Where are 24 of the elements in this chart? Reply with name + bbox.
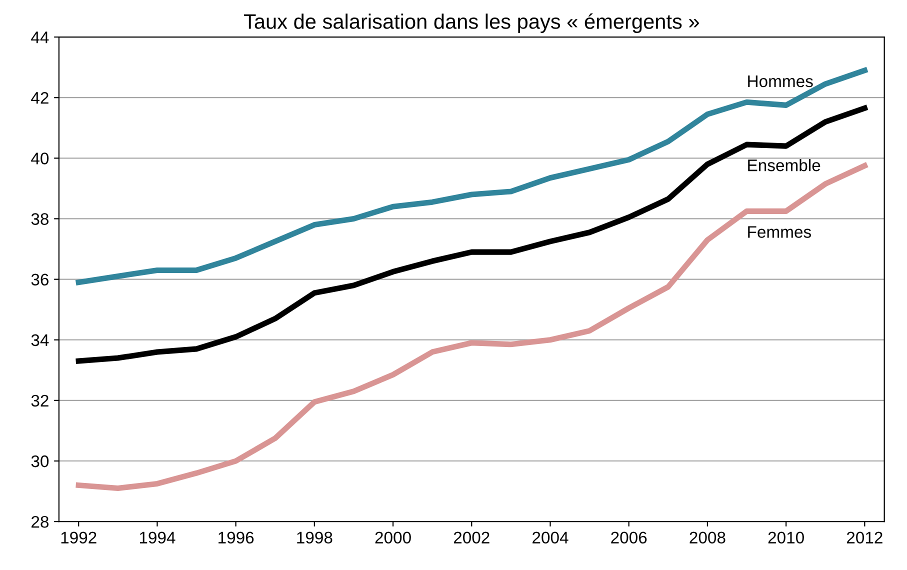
x-tick-label: 2012 xyxy=(846,532,882,544)
x-tick-label: 2000 xyxy=(375,532,411,544)
y-tick-label: 34 xyxy=(31,334,49,346)
chart-title: Taux de salarisation dans les pays « émergents » xyxy=(244,13,699,34)
x-tick-label: 2008 xyxy=(690,532,726,544)
y-tick-label: 38 xyxy=(31,213,49,225)
y-tick-label: 44 xyxy=(31,32,49,44)
y-tick-label: 42 xyxy=(31,92,48,104)
series-label: Femmes xyxy=(748,226,811,238)
x-tick-label: 2002 xyxy=(454,532,490,544)
y-tick-label: 32 xyxy=(31,394,48,407)
x-tick-label: 1996 xyxy=(218,532,254,544)
x-tick-label: 1998 xyxy=(297,532,332,544)
y-tick-label: 28 xyxy=(32,516,49,528)
x-tick-label: 1992 xyxy=(61,532,96,544)
series-label: Hommes xyxy=(748,76,813,88)
x-tick-label: 1994 xyxy=(140,532,176,544)
y-tick-label: 30 xyxy=(31,455,49,468)
x-tick-label: 2006 xyxy=(611,532,647,544)
x-tick-label: 2004 xyxy=(532,532,568,544)
y-tick-label: 36 xyxy=(31,274,48,286)
x-tick-label: 2010 xyxy=(768,532,804,544)
series-label: Ensemble xyxy=(748,159,820,172)
y-tick-label: 40 xyxy=(31,152,49,164)
